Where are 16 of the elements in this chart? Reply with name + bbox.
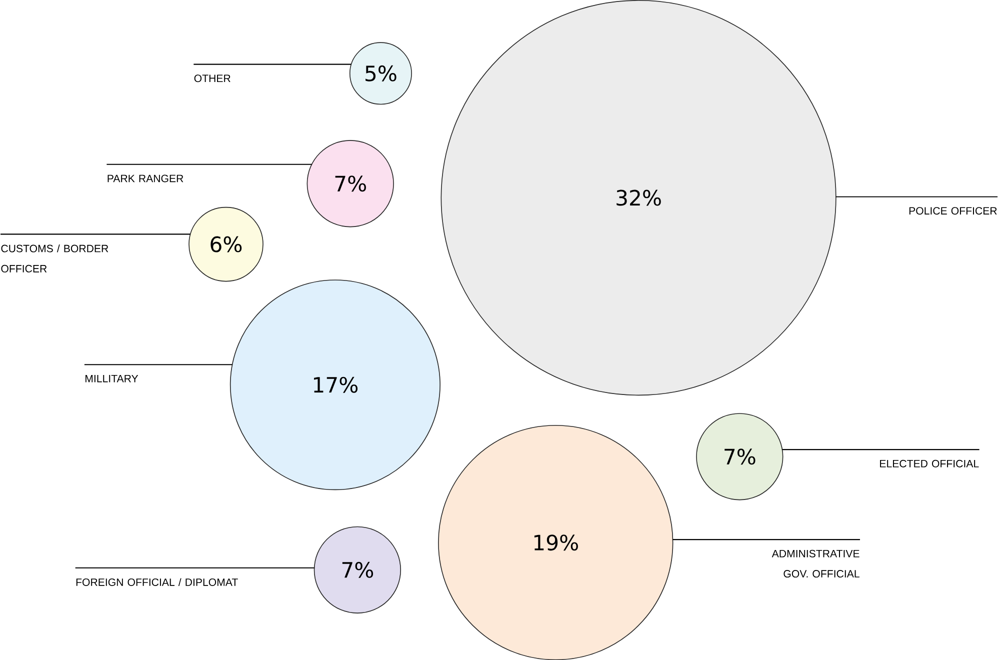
data-label: 7% [335, 176, 366, 192]
category-label: PARK RANGER [108, 174, 184, 182]
category-label: CUSTOMS / BORDER OFFICER [1, 244, 108, 272]
data-label: 7% [342, 562, 374, 578]
category-label: POLICE OFFICER [909, 207, 997, 214]
category-label: MILLITARY [86, 374, 138, 382]
data-label: 5% [366, 65, 396, 82]
data-label: 6% [210, 236, 242, 252]
data-label: 17% [314, 376, 358, 393]
category-label: ELECTED OFFICIAL [880, 460, 979, 468]
data-label: 7% [724, 448, 756, 465]
data-label: 19% [534, 534, 578, 551]
category-label: FOREIGN OFFICIAL / DIPLOMAT [76, 578, 238, 586]
category-label: OTHER [194, 74, 230, 82]
data-label: 32% [616, 190, 661, 206]
category-label: ADMINISTRATIVE GOV. OFFICIAL [772, 550, 860, 578]
